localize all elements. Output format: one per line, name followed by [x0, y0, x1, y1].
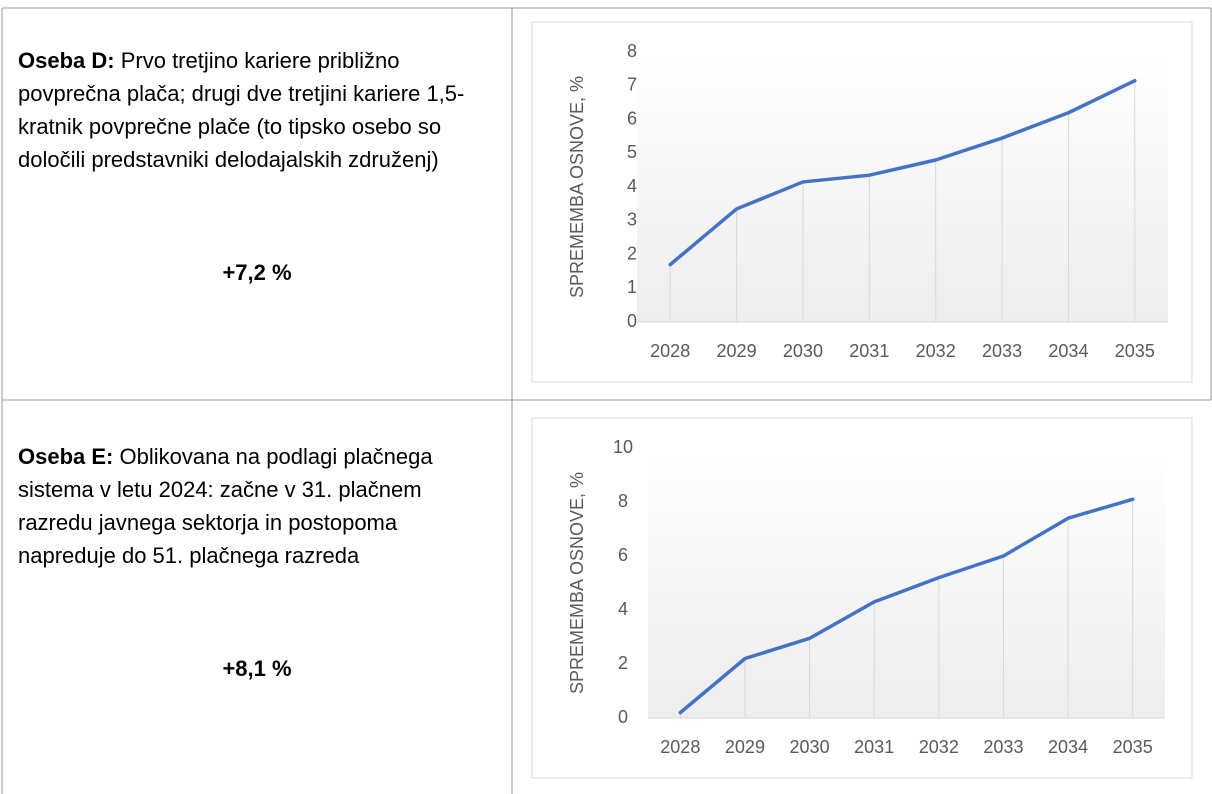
x-tick-label: 2033	[982, 341, 1022, 361]
x-tick-label: 2029	[717, 341, 757, 361]
x-tick-label: 2029	[725, 737, 765, 757]
y-tick-label: 4	[627, 176, 637, 196]
y-axis-label: SPREMEMBA OSNOVE, %	[567, 76, 587, 298]
y-tick-label: 1	[627, 277, 637, 297]
x-tick-label: 2035	[1113, 737, 1153, 757]
person-label: Oseba D:	[18, 48, 115, 73]
x-tick-label: 2030	[783, 341, 823, 361]
y-tick-label: 2	[618, 653, 628, 673]
y-tick-label: 2	[627, 243, 637, 263]
y-tick-label: 8	[627, 41, 637, 61]
x-tick-label: 2032	[916, 341, 956, 361]
x-tick-label: 2028	[650, 341, 690, 361]
y-tick-label: 3	[627, 210, 637, 230]
x-tick-label: 2030	[790, 737, 830, 757]
description: Prvo tretjino kariere približno povprečn…	[18, 48, 465, 172]
plot-background	[637, 52, 1168, 322]
person-description: Oseba D: Prvo tretjino kariere približno…	[18, 44, 496, 176]
y-tick-label: 4	[618, 599, 628, 619]
x-tick-label: 2032	[919, 737, 959, 757]
y-tick-label: 10	[613, 437, 633, 457]
y-tick-label: 6	[627, 108, 637, 128]
x-tick-label: 2028	[660, 737, 700, 757]
person-label: Oseba E:	[18, 444, 114, 469]
description: Oblikovana na podlagi plačnega sistema v…	[18, 444, 433, 568]
x-tick-label: 2031	[854, 737, 894, 757]
x-tick-label: 2031	[849, 341, 889, 361]
y-axis-label: SPREMEMBA OSNOVE, %	[567, 472, 587, 694]
x-tick-label: 2035	[1115, 341, 1155, 361]
y-tick-label: 8	[618, 491, 628, 511]
line	[678, 497, 1135, 715]
line	[668, 78, 1137, 267]
x-tick-label: 2034	[1048, 341, 1088, 361]
x-tick-label: 2034	[1048, 737, 1088, 757]
result: +8,1 %	[222, 656, 292, 681]
y-tick-label: 5	[627, 142, 637, 162]
x-tick-label: 2033	[983, 737, 1023, 757]
person-description: Oseba E: Oblikovana na podlagi plačnega …	[18, 440, 496, 572]
plot-background	[648, 448, 1165, 718]
result: +7,2 %	[222, 260, 292, 285]
y-tick-label: 6	[618, 545, 628, 565]
y-tick-label: 7	[627, 75, 637, 95]
y-tick-label: 0	[618, 707, 628, 727]
y-tick-label: 0	[627, 311, 637, 331]
